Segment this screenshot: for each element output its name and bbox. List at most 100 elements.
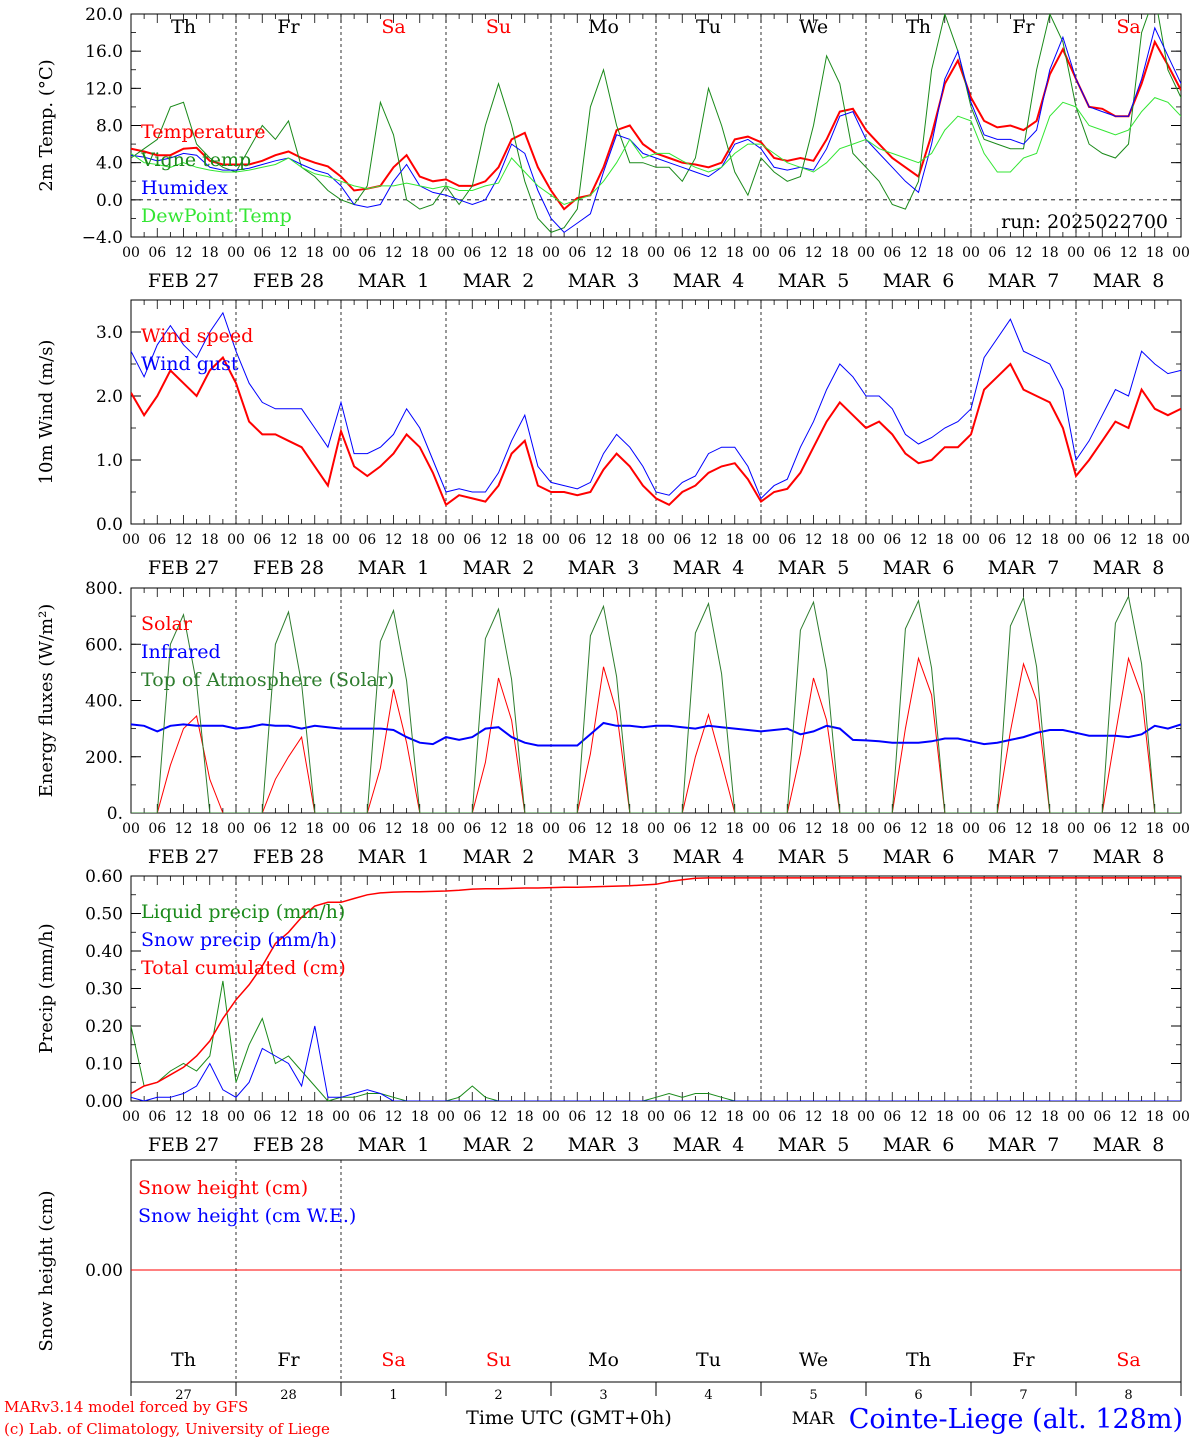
day-name-label: We: [799, 1349, 828, 1371]
hour-label: 12: [1120, 532, 1138, 548]
hour-label: 00: [332, 245, 350, 261]
date-label: MAR 8: [1093, 557, 1165, 579]
legend-entry: Infrared: [141, 641, 221, 663]
plot-frame: [130, 299, 1182, 525]
date-label: MAR 7: [988, 557, 1060, 579]
hour-label: 06: [463, 821, 481, 837]
hour-label: 18: [411, 245, 429, 261]
hour-label: 06: [148, 1109, 166, 1125]
hour-label: 12: [1120, 245, 1138, 261]
date-label: MAR 1: [358, 1134, 430, 1156]
date-label: MAR 6: [883, 557, 955, 579]
y-tick-label: 0.30: [85, 980, 123, 1000]
y-tick-label: 200.: [85, 748, 123, 768]
date-label: MAR 6: [883, 270, 955, 292]
y-tick-label: 800.: [85, 579, 123, 599]
hour-label: 18: [936, 245, 954, 261]
hour-label: 12: [910, 1109, 928, 1125]
hour-label: 18: [936, 821, 954, 837]
panel-1: [130, 13, 1182, 238]
credit-line: MARv3.14 model forced by GFS: [4, 1398, 248, 1416]
hour-label: 00: [122, 245, 140, 261]
hour-label: 06: [1093, 245, 1111, 261]
date-label: MAR 7: [988, 1134, 1060, 1156]
hour-label: 06: [568, 532, 586, 548]
y-tick-label: 0.20: [85, 1017, 123, 1037]
series-solar-line: [131, 656, 1181, 813]
hour-label: 00: [962, 1109, 980, 1125]
hour-label: 18: [621, 245, 639, 261]
day-name-label: Th: [171, 16, 196, 38]
hour-label: 00: [962, 245, 980, 261]
hour-label: 18: [1041, 245, 1059, 261]
legend-entry: Wind speed: [141, 325, 253, 347]
hour-label: 18: [411, 1109, 429, 1125]
hour-label: 06: [358, 1109, 376, 1125]
date-label: FEB 27: [148, 1134, 219, 1156]
series-vigne-temp-line: [131, 14, 1181, 233]
y-tick-label: −4.0: [82, 228, 123, 248]
hour-label: 18: [621, 1109, 639, 1125]
legend-entry: Snow height (cm W.E.): [138, 1205, 356, 1227]
date-label: MAR 2: [463, 846, 535, 868]
date-label: MAR 1: [358, 557, 430, 579]
date-label: FEB 27: [148, 557, 219, 579]
series-dewpoint-temp-line: [131, 97, 1181, 206]
hour-label: 18: [621, 821, 639, 837]
hour-label: 18: [201, 1109, 219, 1125]
hour-label: 12: [490, 532, 508, 548]
hour-label: 00: [752, 1109, 770, 1125]
hour-label: 12: [910, 245, 928, 261]
hour-label: 06: [1093, 1109, 1111, 1125]
day-name-label: Mo: [588, 1349, 619, 1371]
hour-label: 12: [385, 821, 403, 837]
y-tick-label: 0.: [107, 804, 123, 824]
hour-label: 18: [1146, 245, 1164, 261]
date-label: FEB 27: [148, 846, 219, 868]
hour-label: 06: [148, 821, 166, 837]
day-name-label: Th: [906, 16, 931, 38]
date-label: MAR 7: [988, 846, 1060, 868]
y-tick-label: 0.50: [85, 905, 123, 925]
panel-2: [130, 299, 1182, 525]
series-wind-speed-line: [131, 355, 1181, 507]
y-axis-label: 10m Wind (m/s): [36, 340, 57, 485]
day-name-label: Tu: [696, 16, 721, 38]
panel-5: [130, 1159, 1182, 1396]
hour-label: 12: [1120, 1109, 1138, 1125]
date-label: MAR 8: [1093, 1134, 1165, 1156]
hour-label: 00: [1067, 245, 1085, 261]
date-label: MAR 7: [988, 270, 1060, 292]
day-name-label: Fr: [277, 1349, 300, 1371]
hour-label: 06: [883, 1109, 901, 1125]
x-axis-title: Time UTC (GMT+0h): [466, 1407, 672, 1429]
hour-label: 06: [778, 532, 796, 548]
hour-label: 18: [201, 245, 219, 261]
series-liquid-precip-mm-h-line: [131, 980, 1181, 1101]
hour-label: 12: [595, 1109, 613, 1125]
y-tick-label: 0.0: [96, 191, 123, 211]
hour-label: 00: [227, 821, 245, 837]
hour-label: 06: [568, 1109, 586, 1125]
hour-label: 06: [568, 821, 586, 837]
hour-label: 06: [988, 1109, 1006, 1125]
hour-label: 12: [175, 532, 193, 548]
hour-label: 06: [358, 821, 376, 837]
hour-label: 12: [805, 245, 823, 261]
hour-label: 06: [1093, 821, 1111, 837]
y-axis-label: Precip (mm/h): [36, 923, 57, 1053]
hour-label: 18: [831, 821, 849, 837]
hour-label: 12: [490, 821, 508, 837]
y-tick-label: 3.0: [96, 323, 123, 343]
y-tick-label: 0.60: [85, 867, 123, 887]
date-label: FEB 28: [253, 846, 324, 868]
date-label: FEB 28: [253, 1134, 324, 1156]
y-axis-label: 2m Temp. (°C): [36, 59, 57, 191]
hour-label: 12: [490, 245, 508, 261]
hour-label: 12: [700, 821, 718, 837]
legend-entry: Top of Atmosphere (Solar): [141, 669, 394, 691]
hour-label: 12: [175, 245, 193, 261]
day-name-label: Tu: [696, 1349, 721, 1371]
hour-label: 06: [463, 532, 481, 548]
date-label: FEB 28: [253, 270, 324, 292]
